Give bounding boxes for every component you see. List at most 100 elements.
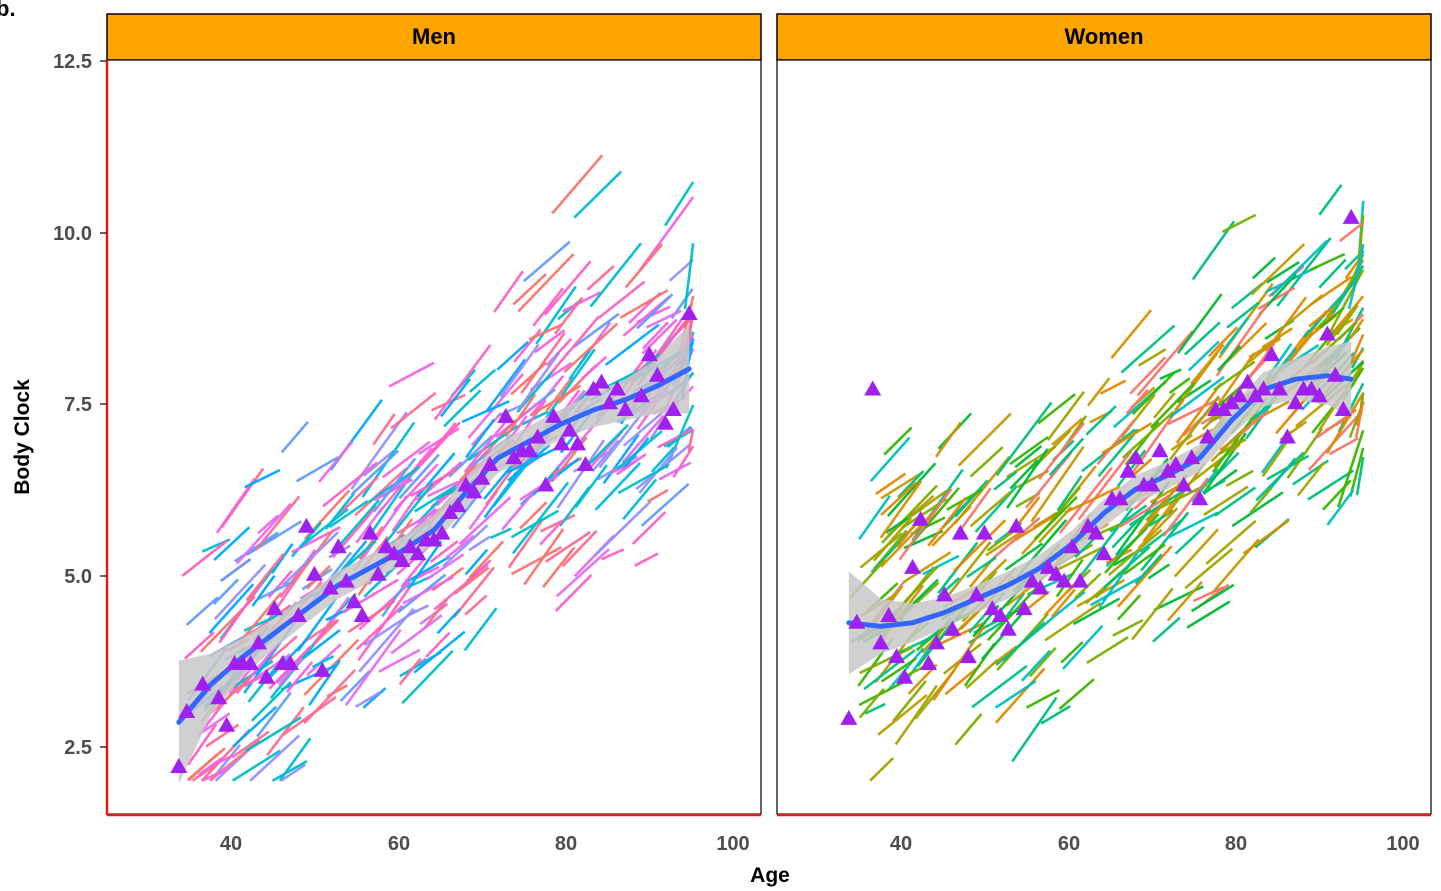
trajectory-segment [181, 540, 228, 577]
trajectory-segment [551, 154, 604, 215]
trajectory-segment [1326, 489, 1355, 526]
trajectory-segment [636, 293, 674, 330]
trajectory-segment [894, 684, 938, 746]
figure-label: b. [0, 0, 16, 21]
trajectory-segment [934, 421, 962, 458]
trajectory-segment [298, 508, 349, 549]
triangle-marker [975, 524, 993, 540]
trajectory-segment [254, 495, 301, 551]
trajectory-segment [1044, 601, 1102, 642]
triangle-marker [1239, 373, 1257, 389]
trajectory-segment [1184, 547, 1234, 590]
triangle-marker [1095, 545, 1113, 561]
trajectory-segment [201, 767, 229, 782]
trajectory-segment [400, 557, 426, 588]
trajectory-segment [594, 462, 642, 511]
trajectory-segment [414, 484, 457, 513]
trajectory-segment [1213, 360, 1256, 391]
trajectory-segment [965, 658, 999, 690]
trajectory-segment [1120, 324, 1176, 374]
trajectory-segment [986, 530, 1014, 552]
trajectory-segment [534, 329, 566, 354]
trajectory-segment [604, 323, 660, 367]
trajectory-segment [1225, 469, 1254, 488]
trajectory-segment [1074, 572, 1102, 600]
y-tick-label: 5.0 [64, 566, 92, 588]
trajectory-segment [640, 482, 690, 527]
x-axis-ticks-men: 40 60 80 100 [220, 833, 750, 855]
trajectory-segment [956, 487, 992, 536]
trajectory-segment [378, 447, 433, 514]
trajectory-segment [445, 534, 475, 559]
trajectory-segment [1225, 322, 1268, 364]
triangle-marker [1334, 401, 1352, 416]
trajectory-segment [302, 619, 338, 644]
trajectory-segment [350, 449, 400, 496]
trajectory-segment [1009, 435, 1049, 466]
triangle-marker [577, 456, 594, 471]
trajectory-segment [1203, 485, 1249, 516]
trajectory-segment [378, 648, 421, 673]
trajectory-segment [1060, 641, 1084, 664]
trajectory-segment [881, 484, 938, 544]
trajectory-segment [954, 713, 983, 746]
trajectory-segment [1250, 243, 1306, 296]
trajectory-segment [312, 619, 340, 646]
triangle-marker [218, 716, 236, 732]
triangle-marker [313, 661, 331, 677]
trajectory-segment [398, 657, 422, 686]
triangle-marker [289, 607, 307, 622]
trajectory-segment [391, 490, 422, 532]
trajectory-segment [286, 661, 314, 693]
triangle-marker [1087, 524, 1105, 540]
triangle-marker [545, 407, 563, 423]
trajectory-segment [270, 543, 294, 574]
trajectory-segment [355, 506, 384, 544]
triangle-marker [920, 655, 937, 670]
y-axis-title: Body Clock [11, 379, 34, 495]
trajectory-segment [486, 358, 527, 412]
trajectory-segment [683, 243, 695, 310]
y-axis-ticks: 2.5 5.0 7.5 10.0 12.5 [53, 51, 107, 759]
trajectory-segment [231, 730, 270, 759]
trajectory-segment [634, 552, 659, 567]
trajectory-segment [419, 602, 449, 626]
trajectory-segment [631, 511, 667, 545]
x-tick-label: 80 [1225, 833, 1247, 855]
trajectory-segment [1174, 525, 1205, 555]
trajectory-segment [864, 702, 886, 715]
triangle-marker [369, 565, 387, 581]
triangle-marker [1310, 387, 1328, 403]
trajectory-segment [1214, 486, 1257, 517]
triangle-marker [337, 572, 355, 588]
strip-men [106, 13, 762, 61]
triangle-marker [888, 648, 906, 664]
triangle-marker [1111, 490, 1129, 506]
trajectory-segment [1037, 393, 1076, 425]
trajectory-segment [1219, 316, 1250, 355]
trajectory-segment [1174, 352, 1219, 411]
triangle-marker [896, 668, 914, 684]
trajectory-segment [650, 446, 675, 473]
trajectory-segment [647, 488, 669, 503]
trajectory-segment [1332, 295, 1365, 334]
trajectory-segment [280, 420, 309, 454]
trajectory-segment [433, 344, 492, 421]
smooth-line [846, 373, 1354, 629]
trajectory-segment [1205, 519, 1257, 565]
trajectory-segment [658, 461, 692, 481]
triangle-marker [266, 600, 283, 616]
trajectory-segment [1257, 286, 1296, 311]
trajectory-segment [245, 552, 285, 602]
trajectory-segment [512, 273, 547, 306]
trajectory-segment [1129, 356, 1167, 395]
trajectory-segment [880, 481, 917, 517]
trajectory-segment [1168, 395, 1220, 461]
trajectory-segment [602, 433, 640, 485]
trajectory-segment [545, 375, 574, 413]
trajectory-segment [1096, 419, 1136, 466]
trajectory-segment [1005, 583, 1035, 607]
trajectory-segment [382, 482, 434, 546]
triangle-marker [242, 655, 260, 670]
panel-men: Men [105, 13, 762, 817]
